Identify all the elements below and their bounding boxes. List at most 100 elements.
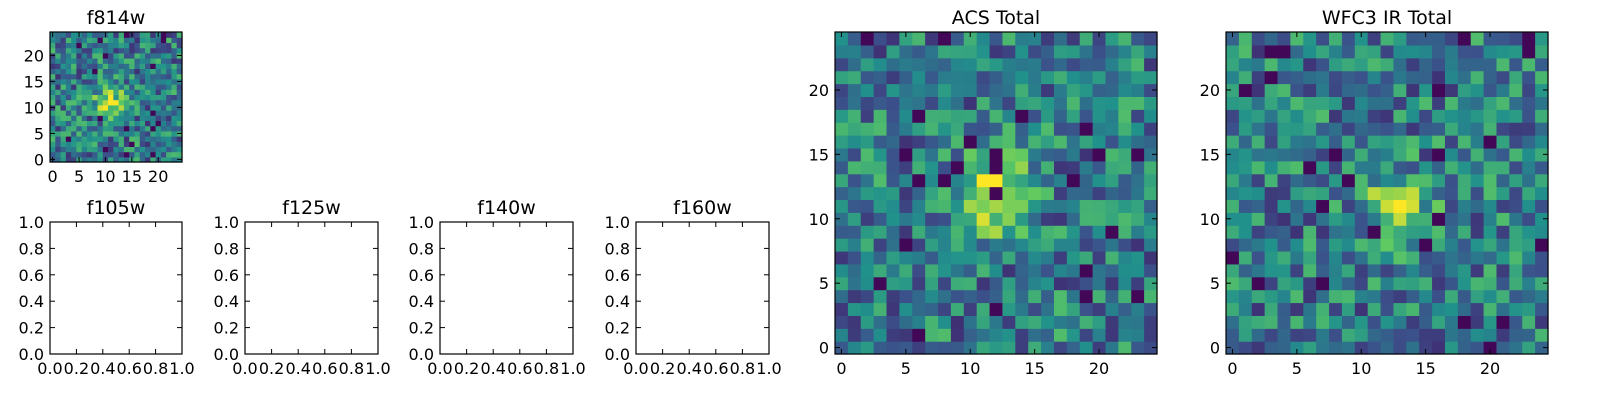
heatmap-cell <box>1290 70 1304 85</box>
x-tick-label: 15 <box>1024 359 1044 378</box>
heatmap-cell <box>1041 315 1055 329</box>
heatmap-cell <box>1066 315 1081 329</box>
heatmap-cell <box>1522 160 1536 175</box>
heatmap-cell <box>1053 83 1068 97</box>
heatmap-cell <box>155 68 162 75</box>
heatmap-cell <box>912 199 926 213</box>
heatmap-cell <box>145 110 151 116</box>
heatmap-cell <box>129 89 136 95</box>
x-tick-label: 0 <box>1227 359 1237 378</box>
heatmap-cell <box>71 32 77 38</box>
heatmap-cell <box>873 328 888 342</box>
heatmap-cell <box>1251 225 1266 239</box>
heatmap-cell <box>963 289 978 304</box>
heatmap-cell <box>912 186 926 201</box>
heatmap-cell <box>65 151 72 158</box>
heatmap-cell <box>1144 315 1158 329</box>
heatmap-cell <box>102 52 109 59</box>
heatmap-cell <box>1406 289 1420 304</box>
heatmap-cell <box>1277 263 1291 278</box>
heatmap-cell <box>97 63 104 69</box>
heatmap-cell <box>950 135 965 149</box>
heatmap-cell <box>873 44 888 59</box>
heatmap-cell <box>1041 83 1055 97</box>
heatmap-cell <box>1329 160 1343 175</box>
heatmap-cell <box>1470 96 1485 110</box>
heatmap-cell <box>145 141 151 147</box>
heatmap-cell <box>1444 32 1459 46</box>
heatmap-cell <box>1354 147 1369 162</box>
heatmap-cell <box>145 47 151 54</box>
heatmap-cell <box>1131 32 1145 46</box>
heatmap-cell <box>1316 70 1330 85</box>
heatmap-cell <box>963 160 978 175</box>
heatmap-cell <box>102 89 109 95</box>
heatmap-cell <box>1118 173 1132 188</box>
heatmap-cell <box>1066 96 1081 110</box>
heatmap-cell <box>150 156 157 163</box>
heatmap-cell <box>55 156 62 163</box>
heatmap-cell <box>1002 341 1016 355</box>
heatmap-cell <box>176 146 183 153</box>
heatmap-cell <box>835 212 849 226</box>
heatmap-cell <box>1496 135 1510 149</box>
heatmap-cell <box>1264 263 1279 278</box>
heatmap-cell <box>1131 238 1145 252</box>
x-tick-label: 0.2 <box>650 359 675 378</box>
heatmap-cell <box>1028 109 1042 123</box>
heatmap-cell <box>1509 328 1523 342</box>
heatmap-cell <box>1522 315 1536 329</box>
heatmap-cell <box>139 99 146 106</box>
heatmap-cell <box>1509 341 1523 355</box>
heatmap-cell <box>1118 160 1132 175</box>
heatmap-cell <box>118 94 125 101</box>
heatmap-cell <box>86 146 93 153</box>
heatmap-cell <box>129 37 136 43</box>
heatmap-cell <box>1015 57 1029 72</box>
panel-title: f125w <box>282 197 341 219</box>
heatmap-cell <box>1316 83 1330 97</box>
heatmap-cell <box>1290 57 1304 72</box>
heatmap-cell <box>118 115 125 121</box>
y-tick-label: 1.0 <box>409 213 434 232</box>
heatmap-cell <box>55 125 62 132</box>
heatmap-cell <box>71 63 77 69</box>
heatmap-cell <box>1303 315 1317 329</box>
heatmap-cell <box>938 122 952 136</box>
heatmap-cell <box>1277 225 1291 239</box>
heatmap-cell <box>1053 263 1068 278</box>
heatmap-cell <box>1432 122 1446 136</box>
heatmap-cell <box>989 160 1004 175</box>
heatmap-cell <box>989 173 1004 188</box>
heatmap-cell <box>1131 212 1145 226</box>
heatmap-cell <box>113 146 120 153</box>
heatmap-cell <box>912 135 926 149</box>
heatmap-cell <box>1238 276 1253 291</box>
heatmap-cell <box>1066 302 1081 316</box>
heatmap-cell <box>1341 186 1356 201</box>
heatmap-cell <box>912 341 926 355</box>
heatmap-cell <box>86 37 93 43</box>
heatmap-cell <box>925 199 939 213</box>
heatmap-cell <box>1367 289 1382 304</box>
heatmap-cell <box>1277 212 1291 226</box>
heatmap-cell <box>886 83 900 97</box>
heatmap-cell <box>1393 212 1407 226</box>
heatmap-cell <box>1509 302 1523 316</box>
heatmap-cell <box>1522 328 1536 342</box>
heatmap-cell <box>976 135 991 149</box>
heatmap-cell <box>1535 70 1549 85</box>
heatmap-cell <box>1015 147 1029 162</box>
heatmap-cell <box>912 96 926 110</box>
x-tick-label: 0.4 <box>676 359 701 378</box>
heatmap-cell <box>886 225 900 239</box>
heatmap-cell <box>65 73 72 80</box>
heatmap-cell <box>1367 212 1382 226</box>
heatmap-cell <box>1522 225 1536 239</box>
heatmap-cell <box>1522 147 1536 162</box>
heatmap-cell <box>86 47 93 54</box>
heatmap-cell <box>118 78 125 85</box>
heatmap-cell <box>1393 70 1407 85</box>
heatmap-cell <box>1251 315 1266 329</box>
heatmap-cell <box>145 58 151 64</box>
